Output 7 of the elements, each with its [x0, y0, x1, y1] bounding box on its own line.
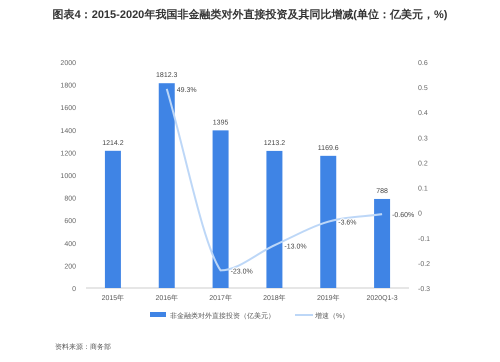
bar: [104, 150, 121, 288]
bar: [374, 198, 390, 288]
bar: [212, 130, 229, 288]
bar: [320, 156, 336, 288]
bar: [266, 150, 282, 288]
chart-title: 图表4：2015-2020年我国非金融类对外直接投资及其同比增减(单位：亿美元，%): [52, 8, 448, 21]
bar: [158, 83, 175, 288]
